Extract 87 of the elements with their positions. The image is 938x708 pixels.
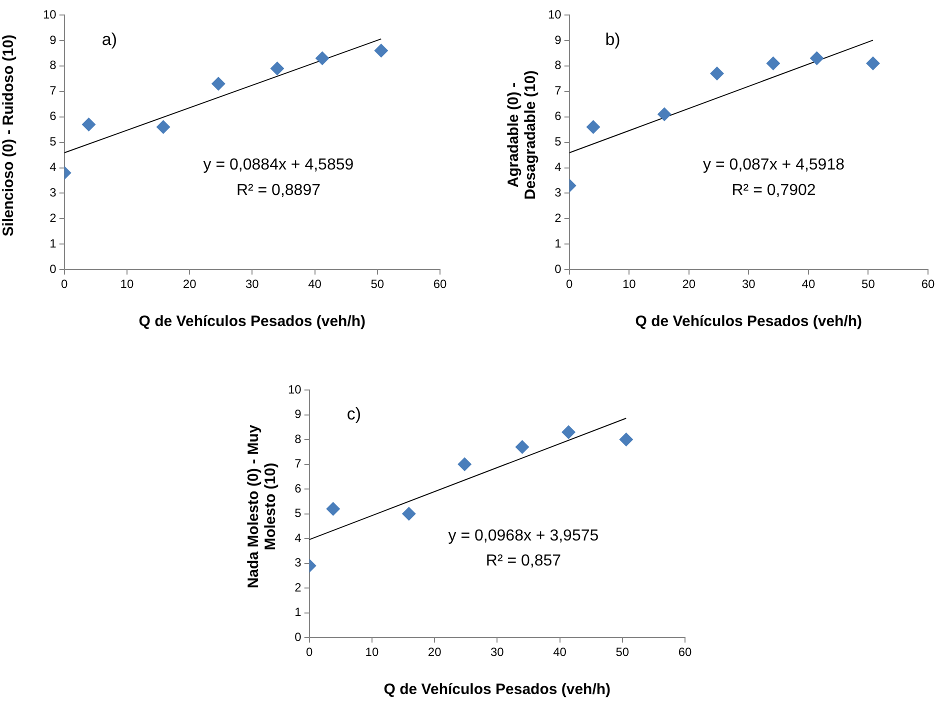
y-tick-label: 1 xyxy=(50,236,57,250)
y-tick-label: 8 xyxy=(294,432,302,446)
point xyxy=(374,44,388,58)
point xyxy=(586,120,600,134)
x-axis-title: Q de Vehículos Pesados (veh/h) xyxy=(138,313,366,330)
y-tick-label: 10 xyxy=(288,382,302,396)
x-tick-label: 40 xyxy=(553,645,567,660)
point xyxy=(270,61,284,76)
y-tick-label: 3 xyxy=(554,186,562,200)
x-tick-label: 60 xyxy=(678,645,692,660)
y-tick-label: 3 xyxy=(50,186,57,200)
x-tick-label: 50 xyxy=(616,645,630,660)
annotation: R² = 0,857 xyxy=(486,552,562,570)
point xyxy=(211,76,226,91)
annotation: R² = 0,8897 xyxy=(236,182,321,200)
x-tick-label: 20 xyxy=(182,277,197,292)
point xyxy=(866,56,880,70)
y-tick-label: 5 xyxy=(50,134,57,149)
y-tick-label: 1 xyxy=(554,236,562,250)
point xyxy=(315,51,330,66)
point xyxy=(619,432,634,447)
point xyxy=(766,56,780,70)
annotation: y = 0,0884x + 4,5859 xyxy=(203,156,354,174)
y-tick-label: 3 xyxy=(294,556,302,570)
x-tick-label: 30 xyxy=(490,645,504,660)
y-tick-label: 6 xyxy=(554,109,562,124)
point xyxy=(402,506,416,521)
x-tick-label: 40 xyxy=(308,277,322,292)
x-tick-label: 60 xyxy=(921,277,935,292)
annotation: R² = 0,7902 xyxy=(732,182,816,200)
y-axis-title: Agradable (0) - Desagradable (10) xyxy=(505,69,539,202)
x-tick-label: 20 xyxy=(682,277,696,292)
y-tick-label: 7 xyxy=(50,84,57,98)
x-tick-label: 0 xyxy=(566,277,574,292)
x-axis-title: Q de Vehículos Pesados (veh/h) xyxy=(384,681,611,698)
annotation: c) xyxy=(346,404,362,424)
y-tick-label: 7 xyxy=(294,456,302,471)
y-tick-label: 10 xyxy=(42,7,57,22)
y-tick-label: 4 xyxy=(554,160,562,174)
y-tick-label: 0 xyxy=(50,262,57,276)
y-tick-label: 10 xyxy=(548,7,562,22)
y-tick-label: 6 xyxy=(294,481,302,496)
annotation: a) xyxy=(102,30,118,50)
point xyxy=(458,457,472,472)
y-tick-label: 4 xyxy=(294,530,302,545)
y-tick-label: 9 xyxy=(294,407,302,422)
y-tick-label: 9 xyxy=(50,32,57,47)
x-axis-title: Q de Vehículos Pesados (veh/h) xyxy=(635,313,862,330)
annotation: y = 0,087x + 4,5918 xyxy=(703,156,845,174)
x-tick-label: 20 xyxy=(428,645,442,660)
y-tick-label: 2 xyxy=(50,210,57,225)
y-tick-label: 0 xyxy=(294,630,302,644)
y-tick-label: 0 xyxy=(554,262,562,276)
y-tick-label: 8 xyxy=(554,58,562,72)
y-tick-label: 5 xyxy=(554,134,562,149)
y-tick-label: 7 xyxy=(554,84,562,98)
y-tick-label: 8 xyxy=(50,58,57,72)
annotation: y = 0,0968x + 3,9575 xyxy=(448,527,599,544)
y-tick-label: 2 xyxy=(554,210,562,225)
point xyxy=(515,440,530,454)
point xyxy=(810,51,824,66)
x-tick-label: 30 xyxy=(245,277,260,292)
y-tick-label: 4 xyxy=(50,160,57,174)
x-tick-label: 10 xyxy=(622,277,636,292)
x-tick-label: 10 xyxy=(365,645,379,660)
x-tick-label: 30 xyxy=(742,277,756,292)
y-tick-label: 6 xyxy=(50,109,57,124)
y-axis-title: Nada Molesto (0) - Muy Molesto (10) xyxy=(245,424,279,590)
y-tick-label: 1 xyxy=(294,605,302,620)
point xyxy=(82,117,96,132)
x-tick-label: 0 xyxy=(61,277,68,292)
x-tick-label: 50 xyxy=(370,277,384,292)
point xyxy=(326,502,340,516)
x-tick-label: 10 xyxy=(120,277,134,292)
y-axis-title: Silencioso (0) - Ruidoso (10) xyxy=(0,33,17,238)
x-tick-label: 40 xyxy=(802,277,816,292)
annotation: b) xyxy=(605,30,620,50)
point xyxy=(562,425,576,440)
x-tick-label: 0 xyxy=(306,645,314,660)
point xyxy=(657,107,672,122)
x-tick-label: 50 xyxy=(862,277,876,292)
y-tick-label: 5 xyxy=(294,506,302,520)
y-tick-label: 9 xyxy=(554,32,562,47)
point xyxy=(710,66,724,81)
y-tick-label: 2 xyxy=(294,580,302,594)
point xyxy=(156,120,170,134)
x-tick-label: 60 xyxy=(433,277,447,292)
